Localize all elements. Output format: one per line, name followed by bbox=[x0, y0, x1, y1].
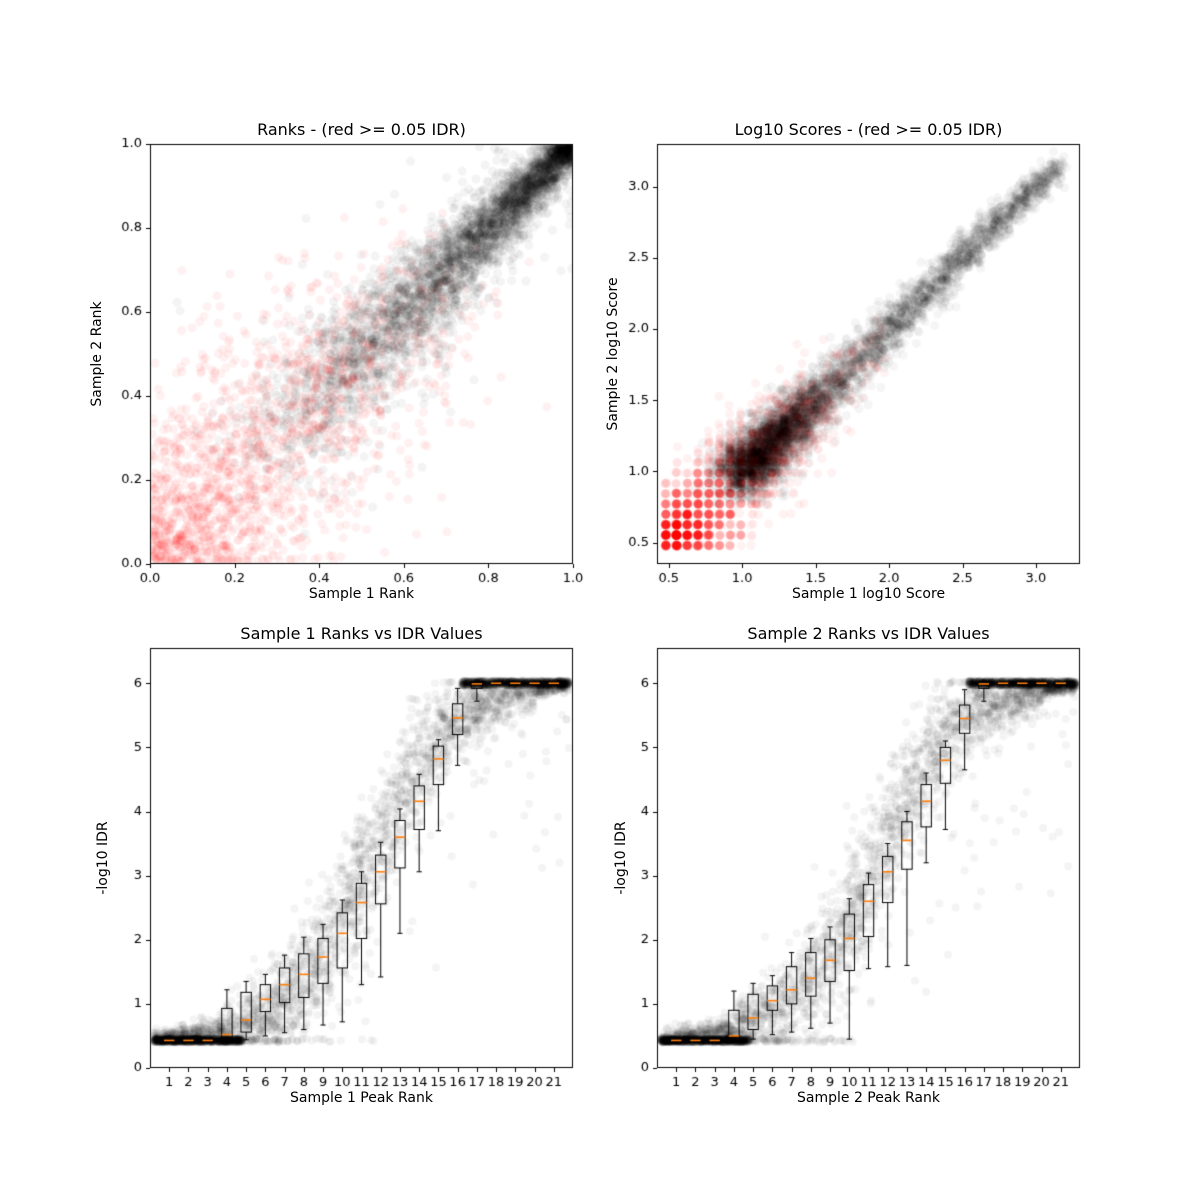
plot-title-sample1-idr: Sample 1 Ranks vs IDR Values bbox=[240, 624, 483, 643]
y-axis-label-idr-right: -log10 IDR bbox=[613, 821, 629, 895]
x-axis-label-scores: Sample 1 log10 Score bbox=[791, 586, 946, 602]
x-axis-label-ranks: Sample 1 Rank bbox=[308, 586, 415, 602]
y-axis-label-idr-left: -log10 IDR bbox=[95, 821, 111, 895]
x-axis-label-sample1-rank: Sample 1 Peak Rank bbox=[290, 1090, 433, 1106]
y-axis-label-ranks: Sample 2 Rank bbox=[89, 301, 105, 407]
plot-title-log10-scores: Log10 Scores - (red >= 0.05 IDR) bbox=[734, 120, 1003, 139]
plot-title-ranks: Ranks - (red >= 0.05 IDR) bbox=[257, 120, 466, 139]
x-axis-label-sample2-rank: Sample 2 Peak Rank bbox=[797, 1090, 940, 1106]
y-axis-label-scores: Sample 2 log10 Score bbox=[605, 277, 621, 431]
plot-title-sample2-idr: Sample 2 Ranks vs IDR Values bbox=[747, 624, 990, 643]
